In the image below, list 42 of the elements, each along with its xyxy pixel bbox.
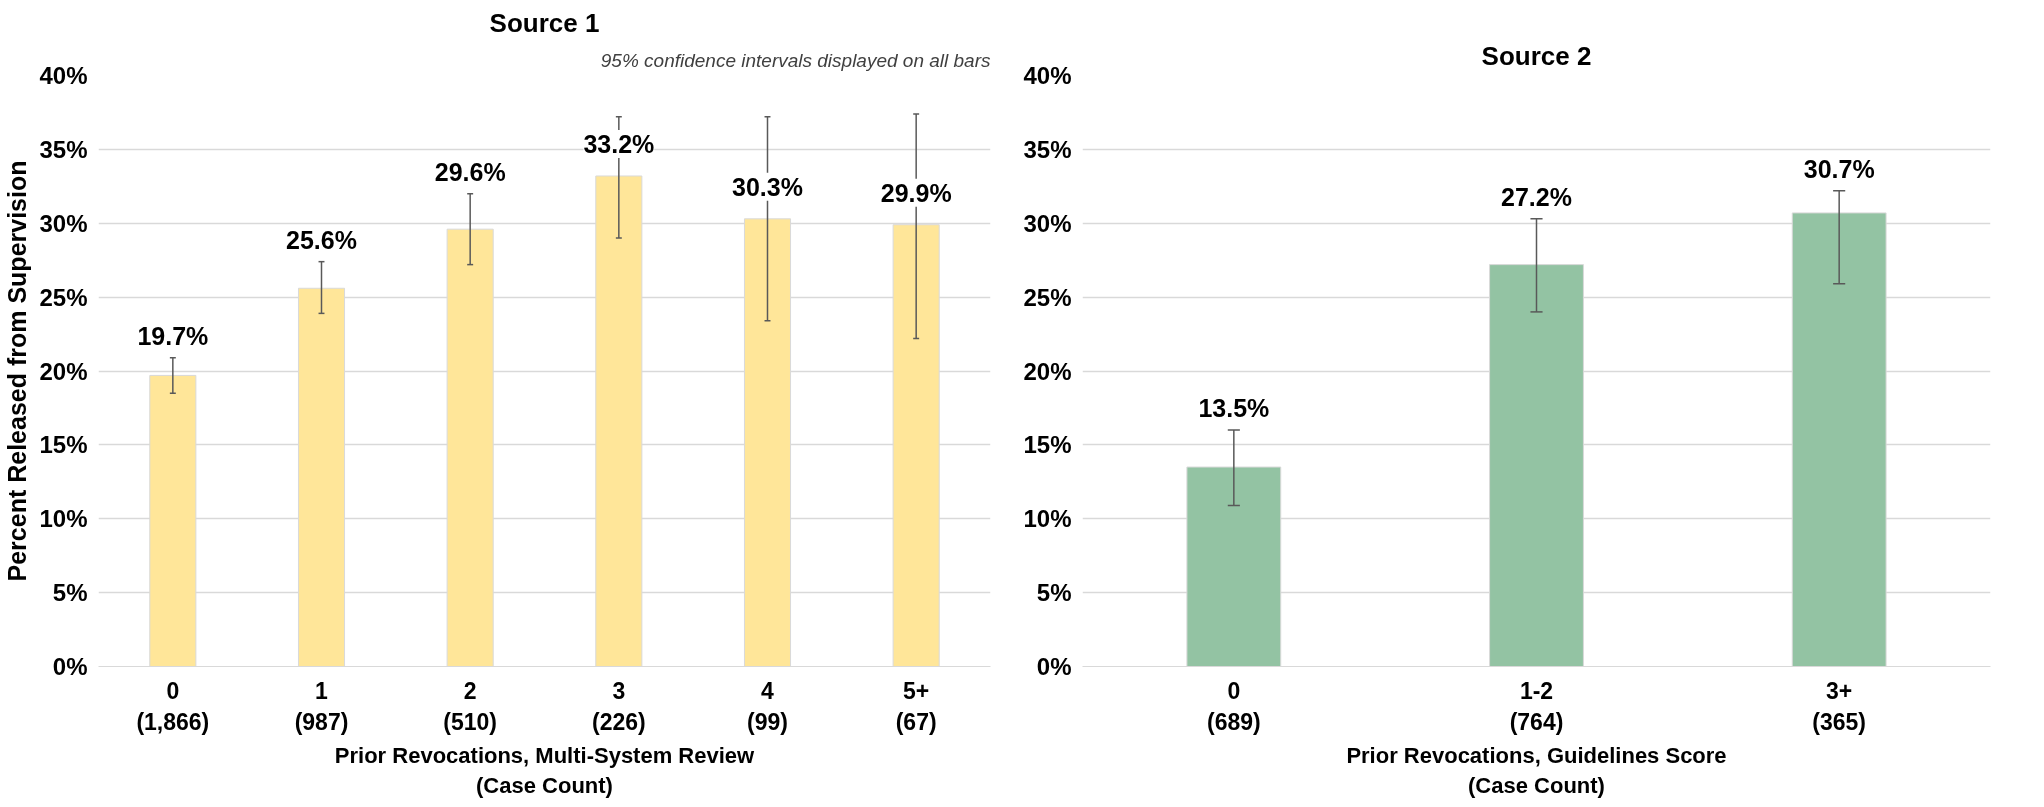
y-tick-label: 35%: [1023, 135, 1072, 163]
y-tick-label: 10%: [39, 505, 88, 533]
text: 95% confidence intervals displayed on all bars: [600, 49, 991, 71]
y-tick-label: 20%: [39, 357, 88, 385]
y-tick-label: 40%: [1023, 62, 1072, 89]
x-tick-label: 0 (689): [1206, 677, 1261, 735]
x-axis-title: Prior Revocations, Guidelines Score (Case Count): [1346, 742, 1727, 798]
x-tick-label: 3 (226): [591, 677, 646, 735]
data-label: 19.7%: [137, 321, 209, 350]
y-tick-label: 25%: [1023, 283, 1072, 311]
data-label: 33.2%: [583, 129, 655, 158]
y-tick-label: 35%: [39, 135, 88, 163]
data-label: 13.5%: [1198, 394, 1270, 423]
y-tick-label: 15%: [1023, 431, 1072, 459]
x-tick-label: 1-2 (764): [1509, 677, 1564, 735]
chart-title: Source 1: [489, 7, 600, 38]
x-tick-label: 5+ (67): [895, 677, 937, 735]
x-tick-label: 3+ (365): [1812, 677, 1867, 735]
y-tick-label: 0%: [52, 653, 88, 680]
data-label: 29.9%: [880, 178, 952, 207]
y-tick-label: 15%: [39, 431, 88, 459]
x-axis-title: Prior Revocations, Multi-System Review (Case Count): [334, 742, 756, 798]
y-tick-label: 5%: [1036, 579, 1072, 607]
y-tick-label: 40%: [39, 62, 88, 89]
y-tick-label: 30%: [39, 209, 88, 237]
data-label: 25.6%: [286, 225, 357, 254]
x-tick-label: 2 (510): [443, 677, 498, 735]
x-tick-label: 0 (1,866): [136, 677, 210, 735]
x-tick-label: 1 (987): [294, 677, 349, 735]
data-label: 30.3%: [732, 172, 803, 201]
data-label: 27.2%: [1501, 182, 1572, 211]
y-tick-label: 30%: [1023, 209, 1072, 237]
x-tick-label: 4 (99): [747, 677, 788, 735]
y-tick-label: 0%: [1036, 653, 1072, 680]
y-tick-label: 20%: [1023, 357, 1072, 385]
chart-title: Source 2: [1481, 40, 1592, 71]
y-axis-title: Percent Released from Supervision: [3, 160, 32, 582]
y-tick-label: 5%: [52, 579, 88, 607]
y-tick-label: 10%: [1023, 505, 1072, 533]
data-label: 30.7%: [1803, 154, 1875, 183]
y-tick-label: 25%: [39, 283, 88, 311]
data-label: 29.6%: [434, 157, 506, 186]
